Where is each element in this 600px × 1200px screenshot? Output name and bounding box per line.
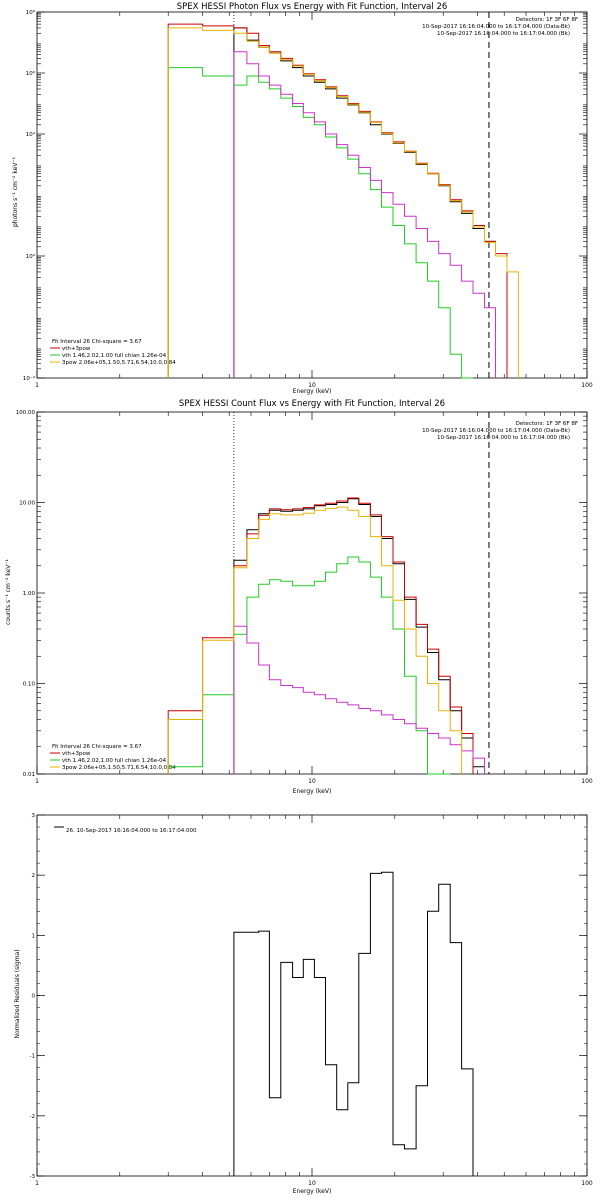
legend: Fit Interval 26 Chi-square = 3.67 vth+3p…	[52, 744, 176, 771]
series-line	[233, 27, 508, 378]
series-line	[167, 27, 519, 378]
y-tick-label: 0.10	[23, 682, 36, 688]
annotation-line: 10-Sep-2017 16:16:04.000 to 16:17:04.000…	[437, 31, 570, 37]
x-tick-label: 100	[581, 1180, 593, 1187]
x-axis-label: Energy (keV)	[293, 1188, 332, 1195]
y-tick-label: 3	[32, 813, 36, 819]
y-tick-label: 10⁰	[26, 253, 36, 260]
legend: Fit Interval 26 Chi-square = 3.67 vth+3p…	[52, 339, 176, 366]
series-line	[167, 556, 451, 775]
series-line	[233, 498, 485, 774]
legend-label: 26. 10-Sep-2017 16:16:04.000 to 16:17:04…	[66, 828, 197, 834]
annotation-line: Detectors: 1F 3F 6F 8F	[516, 17, 578, 23]
x-tick-label: 1	[35, 382, 39, 389]
y-axis-label: photons s⁻¹ cm⁻² keV⁻¹	[12, 156, 19, 227]
annotation-line: 10-Sep-2017 16:16:04.000 to 16:17:04.000…	[437, 435, 570, 441]
x-axis-label: Energy (keV)	[293, 388, 332, 395]
annotation-line: 10-Sep-2017 16:16:04.000 to 16:17:04.000…	[422, 24, 570, 30]
x-tick-label: 10	[308, 1180, 316, 1187]
series-line	[233, 625, 485, 774]
y-tick-label: 0	[32, 994, 36, 1000]
x-tick-label: 10	[308, 778, 316, 785]
y-tick-label: 2	[32, 873, 36, 879]
x-tick-label: 100	[581, 382, 593, 389]
plot-frame	[36, 411, 588, 775]
x-axis-label: Energy (keV)	[293, 788, 332, 795]
series-line	[167, 506, 463, 774]
x-tick-label: 1	[35, 1180, 39, 1187]
chart-panel-count-flux: SPEX HESSI Count Flux vs Energy with Fit…	[5, 399, 593, 795]
annotation-line: Detectors: 1F 3F 6F 8F	[516, 421, 578, 427]
plot-frame	[36, 11, 588, 379]
y-axis-label: Normalized Residuals (sigma)	[14, 949, 21, 1038]
legend-label: vth 1.46,2.02,1.00 full chian 1.26e-04	[62, 758, 167, 764]
legend-header: Fit Interval 26 Chi-square = 3.67	[52, 339, 142, 345]
series-line	[233, 51, 496, 378]
legend: 26. 10-Sep-2017 16:16:04.000 to 16:17:04…	[66, 828, 197, 834]
x-tick-label: 1	[35, 778, 39, 785]
y-tick-label: 1	[32, 933, 36, 939]
y-tick-label: 1.00	[23, 591, 36, 597]
x-tick-label: 10	[308, 382, 316, 389]
legend-label: vth 1.46,2.02,1.00 full chian 1.26e-04	[62, 353, 167, 359]
y-tick-label: 10.00	[19, 501, 35, 507]
y-tick-label: 10⁶	[26, 70, 36, 77]
series-line	[167, 67, 473, 379]
y-tick-label: 10⁸	[26, 9, 36, 16]
plot-frame	[36, 814, 588, 1177]
y-axis-label: counts s⁻¹ cm⁻² keV⁻¹	[5, 559, 12, 625]
legend-label: 3pow 2.06e+05,1.50,5.71,6.54,10.0,0.84	[62, 360, 176, 366]
y-tick-label: 100.00	[16, 410, 36, 416]
x-tick-label: 100	[581, 778, 593, 785]
y-tick-label: -3	[30, 1174, 36, 1180]
top-right-annotation: Detectors: 1F 3F 6F 8F 10-Sep-2017 16:16…	[422, 421, 578, 441]
chart-panel-photon-flux: SPEX HESSI Photon Flux vs Energy with Fi…	[12, 2, 593, 395]
y-tick-label: -1	[30, 1054, 35, 1060]
legend-header: Fit Interval 26 Chi-square = 3.67	[52, 744, 142, 750]
chart-panel-residuals: 26. 10-Sep-2017 16:16:04.000 to 16:17:04…	[14, 813, 593, 1195]
legend-label: 3pow 2.06e+05,1.50,5.71,6.54,10.0,0.84	[62, 765, 176, 771]
legend-label: vth+3pow	[62, 751, 91, 757]
series-line	[233, 871, 474, 1176]
legend-label: vth+3pow	[62, 346, 91, 352]
chart-title: SPEX HESSI Count Flux vs Energy with Fit…	[179, 399, 445, 409]
annotation-line: 10-Sep-2017 16:16:04.000 to 16:17:04.000…	[422, 428, 570, 434]
top-right-annotation: Detectors: 1F 3F 6F 8F 10-Sep-2017 16:16…	[422, 17, 578, 37]
series-line	[167, 497, 474, 774]
y-tick-label: -2	[30, 1114, 35, 1120]
y-tick-label: 0.01	[23, 772, 35, 778]
chart-title: SPEX HESSI Photon Flux vs Energy with Fi…	[177, 2, 448, 12]
y-tick-label: 10⁻⁴	[23, 375, 36, 382]
y-tick-label: 10⁴	[26, 131, 36, 138]
